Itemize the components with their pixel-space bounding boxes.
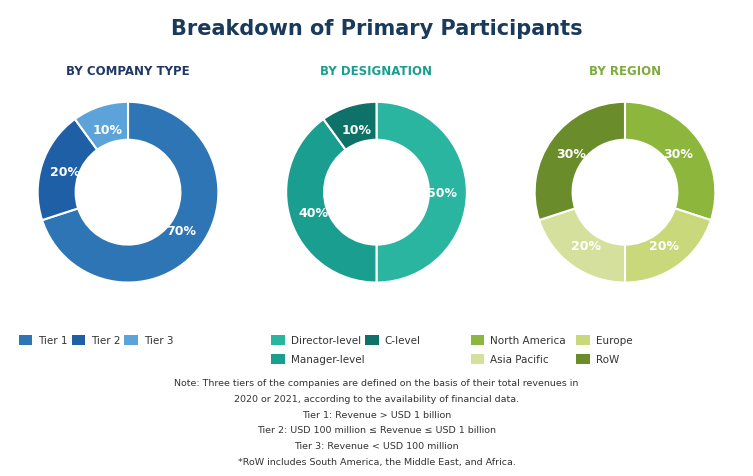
Wedge shape — [535, 103, 625, 221]
Text: 20%: 20% — [649, 239, 678, 253]
Text: Director-level: Director-level — [291, 336, 361, 345]
Wedge shape — [42, 103, 218, 283]
Text: RoW: RoW — [596, 355, 619, 364]
Text: Tier 3: Tier 3 — [144, 336, 173, 345]
Text: Tier 1: Tier 1 — [38, 336, 68, 345]
Text: C-level: C-level — [385, 336, 421, 345]
Text: 40%: 40% — [299, 207, 329, 219]
Text: Tier 3: Revenue < USD 100 million: Tier 3: Revenue < USD 100 million — [294, 441, 459, 450]
Text: North America: North America — [490, 336, 566, 345]
Text: Breakdown of Primary Participants: Breakdown of Primary Participants — [171, 19, 582, 39]
Wedge shape — [75, 103, 128, 150]
Title: BY COMPANY TYPE: BY COMPANY TYPE — [66, 65, 190, 78]
Text: 30%: 30% — [663, 148, 694, 160]
Text: 10%: 10% — [93, 124, 123, 137]
Text: Note: Three tiers of the companies are defined on the basis of their total reven: Note: Three tiers of the companies are d… — [174, 378, 579, 387]
Text: 70%: 70% — [166, 225, 197, 238]
Text: Tier 2: Tier 2 — [91, 336, 120, 345]
Wedge shape — [625, 209, 711, 283]
Text: Tier 2: USD 100 million ≤ Revenue ≤ USD 1 billion: Tier 2: USD 100 million ≤ Revenue ≤ USD … — [257, 426, 496, 435]
Title: BY REGION: BY REGION — [589, 65, 661, 78]
Text: Asia Pacific: Asia Pacific — [490, 355, 549, 364]
Wedge shape — [539, 209, 625, 283]
Title: BY DESIGNATION: BY DESIGNATION — [321, 65, 432, 78]
Wedge shape — [625, 103, 715, 221]
Text: Tier 1: Revenue > USD 1 billion: Tier 1: Revenue > USD 1 billion — [302, 410, 451, 419]
Text: 20%: 20% — [572, 239, 601, 253]
Text: Manager-level: Manager-level — [291, 355, 364, 364]
Wedge shape — [286, 120, 376, 283]
Text: 2020 or 2021, according to the availability of financial data.: 2020 or 2021, according to the availabil… — [234, 394, 519, 403]
Wedge shape — [38, 120, 97, 221]
Text: 50%: 50% — [428, 186, 458, 199]
Text: 30%: 30% — [556, 148, 587, 160]
Text: 20%: 20% — [50, 166, 81, 179]
Text: Europe: Europe — [596, 336, 633, 345]
Wedge shape — [376, 103, 467, 283]
Wedge shape — [323, 103, 376, 150]
Text: *RoW includes South America, the Middle East, and Africa.: *RoW includes South America, the Middle … — [237, 457, 516, 466]
Text: 10%: 10% — [341, 124, 371, 137]
